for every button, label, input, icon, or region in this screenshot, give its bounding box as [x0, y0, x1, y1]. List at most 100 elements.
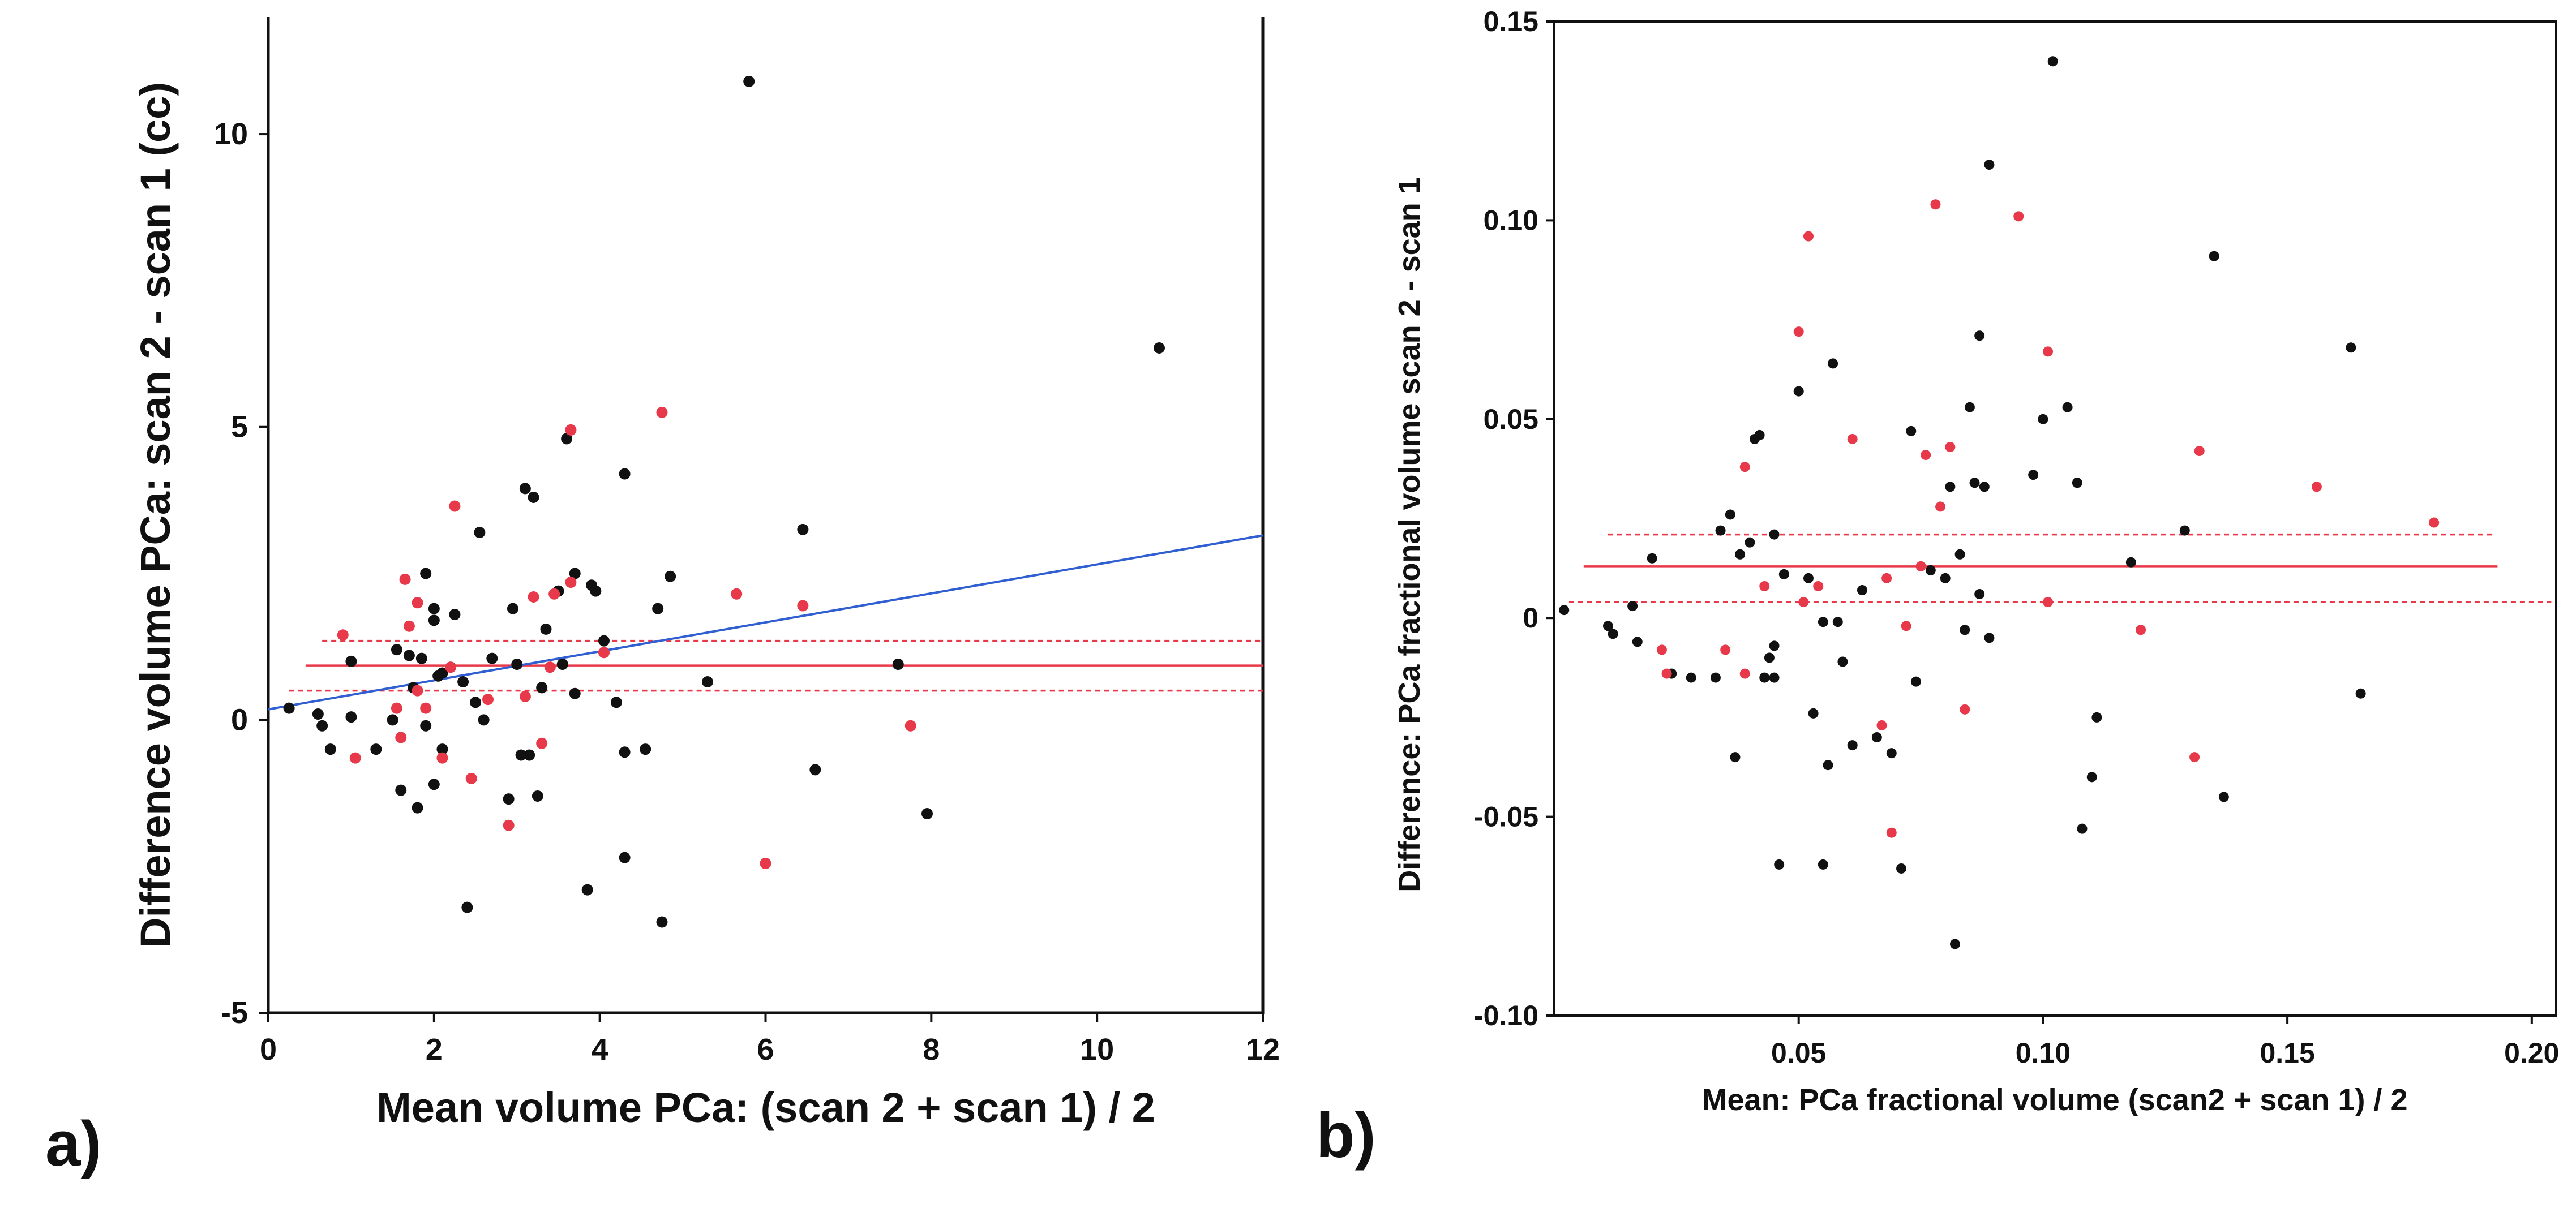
red-data-point: [1960, 704, 1970, 715]
black-data-point: [2218, 792, 2229, 802]
black-data-point: [503, 793, 515, 805]
red-data-point: [2194, 446, 2205, 457]
red-data-point: [1803, 231, 1814, 242]
black-data-point: [1686, 672, 1696, 683]
black-data-point: [515, 749, 527, 761]
red-data-point: [1813, 581, 1824, 591]
black-data-point: [1608, 629, 1618, 639]
black-data-point: [1910, 676, 1921, 687]
red-data-point: [337, 629, 349, 641]
red-data-point: [445, 661, 457, 673]
black-data-point: [436, 667, 448, 679]
panel-label-a: a): [45, 1108, 102, 1179]
red-data-point: [544, 661, 556, 673]
black-data-point: [1974, 330, 1985, 341]
black-data-point: [412, 802, 423, 814]
red-data-point: [395, 732, 407, 743]
black-data-point: [1808, 708, 1819, 719]
y-ticks-b: -0.10 -0.05 0 0.05 0.10 0.15: [1474, 6, 1554, 1031]
red-data-point: [760, 858, 771, 869]
black-data-point: [1778, 569, 1789, 579]
black-data-point: [1847, 740, 1858, 751]
y-tick-label: 0: [231, 703, 248, 737]
black-data-point: [1984, 160, 1995, 170]
panel-label-b: b): [1316, 1100, 1376, 1171]
black-data-point: [1803, 573, 1814, 583]
black-data-point: [640, 743, 651, 755]
black-data-point: [345, 655, 357, 667]
red-data-point: [548, 588, 560, 600]
black-data-point: [420, 720, 432, 732]
black-data-point: [921, 808, 933, 819]
black-data-point: [1828, 358, 1838, 369]
black-data-point: [2062, 402, 2073, 412]
black-data-point: [1559, 605, 1570, 616]
black-data-point: [556, 659, 568, 670]
red-data-point: [656, 406, 668, 418]
red-data-point: [449, 500, 461, 512]
black-data-point: [652, 603, 664, 614]
x-tick-label: 0: [260, 1033, 277, 1067]
black-data-point: [1925, 565, 1936, 575]
x-axis-title-b: Mean: PCa fractional volume (scan2 + sca…: [1702, 1083, 2408, 1117]
black-data-point: [536, 682, 548, 694]
black-data-point: [470, 697, 482, 708]
black-data-point: [1754, 429, 1765, 440]
scatter-points-a: [283, 75, 1165, 928]
red-data-point: [1793, 326, 1804, 337]
red-data-point: [1759, 581, 1770, 591]
black-data-point: [428, 779, 440, 790]
black-data-point: [809, 764, 821, 776]
plot-frame-b: [1553, 20, 2557, 1017]
black-data-point: [345, 711, 357, 723]
black-data-point: [2086, 772, 2097, 783]
red-data-point: [1720, 644, 1731, 655]
black-data-point: [524, 749, 535, 761]
black-data-point: [1725, 509, 1735, 520]
red-data-point: [1945, 441, 1956, 452]
black-data-point: [1823, 760, 1833, 771]
black-data-point: [656, 916, 668, 928]
black-data-point: [569, 568, 581, 579]
y-tick-label: 0.15: [1484, 6, 1538, 37]
black-data-point: [1759, 672, 1770, 683]
black-data-point: [581, 884, 593, 896]
red-data-point: [2429, 517, 2440, 528]
black-data-point: [478, 714, 490, 726]
black-data-point: [1735, 549, 1746, 560]
black-data-point: [507, 603, 518, 614]
red-data-point: [1798, 597, 1809, 608]
red-data-point: [1901, 621, 1911, 631]
red-data-point: [565, 424, 577, 436]
black-data-point: [415, 652, 427, 664]
black-data-point: [1632, 637, 1643, 647]
red-data-point: [1935, 501, 1946, 512]
black-data-point: [1906, 425, 1917, 436]
black-data-point: [1832, 617, 1843, 627]
reference-lines-b: [1568, 533, 2552, 603]
red-data-point: [797, 600, 809, 612]
black-data-point: [2209, 251, 2219, 261]
black-data-point: [1969, 478, 1980, 488]
regression-line-line: [268, 534, 1263, 711]
panel-a: -5 0 5 10 0 2 4 6 8 10 12 Difference volume PCa: …: [45, 17, 1280, 1179]
black-data-point: [532, 790, 543, 802]
black-data-point: [1984, 633, 1995, 643]
x-tick-label: 0.05: [1771, 1037, 1826, 1069]
black-data-point: [540, 623, 552, 635]
black-data-point: [569, 687, 581, 699]
red-data-point: [731, 588, 743, 600]
red-data-point: [436, 752, 448, 764]
y-tick-label: -0.05: [1474, 801, 1538, 833]
black-data-point: [528, 491, 539, 503]
black-data-point: [1627, 601, 1638, 612]
x-tick-label: 2: [426, 1033, 443, 1067]
x-tick-label: 12: [1246, 1033, 1280, 1067]
black-data-point: [324, 743, 336, 755]
black-data-point: [561, 433, 573, 445]
black-data-point: [1793, 386, 1804, 397]
black-data-point: [1602, 621, 1613, 631]
black-data-point: [283, 702, 295, 714]
black-data-point: [1945, 482, 1956, 492]
